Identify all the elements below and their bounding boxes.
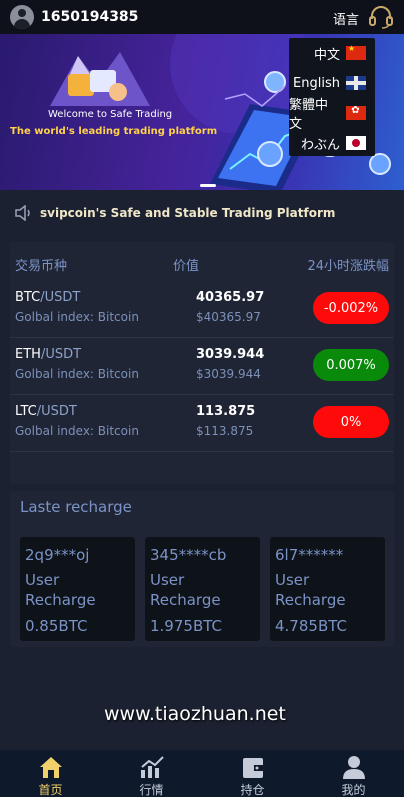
price-value: 40365.97 xyxy=(196,290,265,305)
language-label: English xyxy=(293,75,340,91)
profile-icon xyxy=(342,756,365,779)
username: 1650194385 xyxy=(41,9,139,25)
headset-icon[interactable] xyxy=(368,5,394,29)
tab-label: 首页 xyxy=(38,783,63,797)
language-option-japanese[interactable]: わぶん xyxy=(289,132,375,154)
price-value: 113.875 xyxy=(196,404,256,419)
usd-value: $113.875 xyxy=(196,424,254,438)
recharge-card: 2q9***oj User Recharge 0.85BTC xyxy=(20,537,135,641)
base-symbol: BTC xyxy=(15,290,41,305)
table-row[interactable]: LTC/USDT Golbal index: Bitcoin 113.875 $… xyxy=(10,395,394,452)
japan-flag-icon xyxy=(346,136,366,150)
recharge-label: User Recharge xyxy=(150,571,221,609)
recharge-user: 345****cb xyxy=(150,546,227,564)
index-label: Golbal index: Bitcoin xyxy=(15,367,139,381)
carousel-indicator[interactable] xyxy=(200,184,216,187)
column-header-pair: 交易币种 xyxy=(15,259,68,274)
tab-market[interactable]: 行情 xyxy=(101,750,202,797)
tab-label: 我的 xyxy=(341,783,366,797)
speaker-icon xyxy=(15,205,30,221)
chart-icon xyxy=(140,756,164,778)
change-badge: 0.007% xyxy=(313,349,389,381)
quote-symbol: /USDT xyxy=(40,347,82,362)
banner-title: Welcome to Safe Trading xyxy=(48,109,173,120)
home-icon xyxy=(39,757,62,778)
language-label: わぶん xyxy=(300,137,340,153)
china-flag-icon xyxy=(346,44,366,60)
table-row[interactable]: BTC/USDT Golbal index: Bitcoin 40365.97 … xyxy=(10,281,394,338)
language-button[interactable]: 语言 xyxy=(332,13,359,28)
recharge-user: 2q9***oj xyxy=(25,546,90,564)
index-label: Golbal index: Bitcoin xyxy=(15,424,139,438)
language-option-chinese[interactable]: 中文 xyxy=(289,42,375,64)
recharge-amount: 1.975BTC xyxy=(150,617,222,635)
recharge-amount: 4.785BTC xyxy=(275,617,347,635)
recharge-label: User Recharge xyxy=(275,571,346,609)
language-label: 繁體中文 xyxy=(289,98,329,132)
announcement-text: svipcoin's Safe and Stable Trading Platf… xyxy=(40,206,336,220)
recharge-card: 6l7****** User Recharge 4.785BTC xyxy=(270,537,385,641)
recharge-card: 345****cb User Recharge 1.975BTC xyxy=(145,537,260,641)
recharge-amount: 0.85BTC xyxy=(25,617,88,635)
tab-positions[interactable]: 持仓 xyxy=(202,750,303,797)
tab-label: 行情 xyxy=(139,783,164,797)
market-table: 交易币种 价值 24小时涨跌幅 BTC/USDT Golbal index: B… xyxy=(10,242,394,484)
language-label: 中文 xyxy=(313,47,340,63)
table-row[interactable]: ETH/USDT Golbal index: Bitcoin 3039.944 … xyxy=(10,338,394,395)
quote-symbol: /USDT xyxy=(36,404,77,419)
avatar-icon[interactable] xyxy=(10,5,34,29)
wallet-icon xyxy=(242,758,263,778)
price-value: 3039.944 xyxy=(196,347,265,362)
language-option-traditional-chinese[interactable]: 繁體中文 xyxy=(289,98,375,132)
usd-value: $3039.944 xyxy=(196,367,261,381)
hong-kong-flag-icon xyxy=(346,105,366,120)
tab-home[interactable]: 首页 xyxy=(0,750,101,797)
tab-label: 持仓 xyxy=(240,783,265,797)
usd-value: $40365.97 xyxy=(196,310,261,324)
announcement-bar[interactable]: svipcoin's Safe and Stable Trading Platf… xyxy=(0,195,404,231)
bottom-tab-bar: 首页 行情 持仓 我的 xyxy=(0,750,404,797)
change-badge: 0% xyxy=(313,406,389,438)
language-dropdown: 中文 English 繁體中文 わぶん xyxy=(289,38,375,156)
pair-name: LTC/USDT xyxy=(15,404,77,419)
base-symbol: ETH xyxy=(15,347,41,362)
recharge-label: User Recharge xyxy=(25,571,96,609)
base-symbol: LTC xyxy=(15,404,37,419)
recent-recharge-panel: Laste recharge 2q9***oj User Recharge 0.… xyxy=(10,491,394,647)
banner-subtitle: The world's leading trading platform xyxy=(10,126,218,137)
recharge-user: 6l7****** xyxy=(275,546,344,564)
pair-name: BTC/USDT xyxy=(15,290,80,305)
language-option-english[interactable]: English xyxy=(289,72,375,94)
watermark-text: www.tiaozhuan.net xyxy=(104,703,286,725)
pair-name: ETH/USDT xyxy=(15,347,81,362)
column-header-value: 价值 xyxy=(173,259,200,274)
tab-profile[interactable]: 我的 xyxy=(303,750,404,797)
column-header-change: 24小时涨跌幅 xyxy=(307,259,389,274)
uk-flag-icon xyxy=(346,76,366,90)
index-label: Golbal index: Bitcoin xyxy=(15,310,139,324)
recharge-title: Laste recharge xyxy=(20,498,132,516)
top-bar: 1650194385 语言 xyxy=(0,0,404,34)
quote-symbol: /USDT xyxy=(40,290,81,305)
change-badge: -0.002% xyxy=(313,292,389,324)
